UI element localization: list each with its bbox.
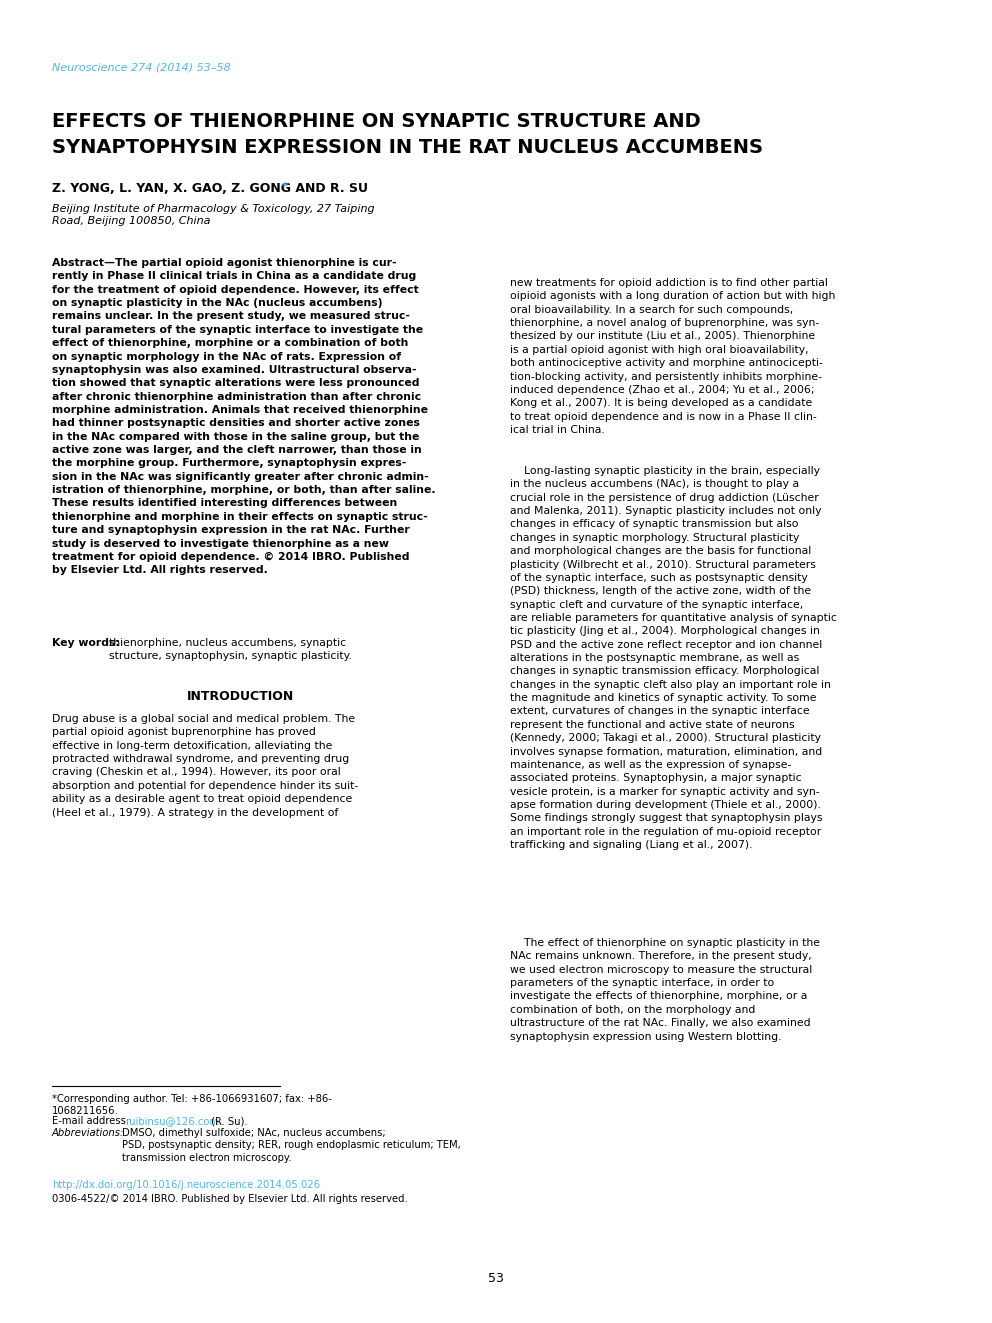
Text: E-mail address:: E-mail address:: [52, 1117, 132, 1126]
Text: Neuroscience 274 (2014) 53–58: Neuroscience 274 (2014) 53–58: [52, 62, 231, 71]
Text: Z. YONG, L. YAN, X. GAO, Z. GONG AND R. SU: Z. YONG, L. YAN, X. GAO, Z. GONG AND R. …: [52, 183, 372, 194]
Text: INTRODUCTION: INTRODUCTION: [187, 691, 295, 703]
Text: http://dx.doi.org/10.1016/j.neuroscience.2014.05.026: http://dx.doi.org/10.1016/j.neuroscience…: [52, 1180, 320, 1189]
Text: (R. Su).: (R. Su).: [208, 1117, 248, 1126]
Text: *: *: [282, 183, 288, 192]
Text: 0306-4522/© 2014 IBRO. Published by Elsevier Ltd. All rights reserved.: 0306-4522/© 2014 IBRO. Published by Else…: [52, 1193, 408, 1204]
Text: The effect of thienorphine on synaptic plasticity in the
NAc remains unknown. Th: The effect of thienorphine on synaptic p…: [510, 938, 820, 1041]
Text: 53: 53: [488, 1271, 504, 1285]
Text: Road, Beijing 100850, China: Road, Beijing 100850, China: [52, 216, 210, 226]
Text: thienorphine, nucleus accumbens, synaptic
structure, synaptophysin, synaptic pla: thienorphine, nucleus accumbens, synapti…: [109, 638, 352, 662]
Text: new treatments for opioid addiction is to find other partial
oipioid agonists wi: new treatments for opioid addiction is t…: [510, 278, 835, 435]
Text: Long-lasting synaptic plasticity in the brain, especially
in the nucleus accumbe: Long-lasting synaptic plasticity in the …: [510, 466, 837, 851]
Text: Abstract—The partial opioid agonist thienorphine is cur-
rently in Phase II clin: Abstract—The partial opioid agonist thie…: [52, 258, 435, 576]
Text: Drug abuse is a global social and medical problem. The
partial opioid agonist bu: Drug abuse is a global social and medica…: [52, 714, 358, 818]
Text: DMSO, dimethyl sulfoxide; NAc, nucleus accumbens;
PSD, postsynaptic density; RER: DMSO, dimethyl sulfoxide; NAc, nucleus a…: [122, 1129, 460, 1163]
Text: ruibinsu@126.com: ruibinsu@126.com: [125, 1117, 219, 1126]
Text: Key words:: Key words:: [52, 638, 124, 648]
Text: Beijing Institute of Pharmacology & Toxicology, 27 Taiping: Beijing Institute of Pharmacology & Toxi…: [52, 204, 375, 214]
Text: Abbreviations:: Abbreviations:: [52, 1129, 128, 1138]
Text: *Corresponding author. Tel: +86-1066931607; fax: +86-
1068211656.: *Corresponding author. Tel: +86-10669316…: [52, 1094, 332, 1117]
Text: EFFECTS OF THIENORPHINE ON SYNAPTIC STRUCTURE AND: EFFECTS OF THIENORPHINE ON SYNAPTIC STRU…: [52, 112, 700, 131]
Text: SYNAPTOPHYSIN EXPRESSION IN THE RAT NUCLEUS ACCUMBENS: SYNAPTOPHYSIN EXPRESSION IN THE RAT NUCL…: [52, 138, 763, 157]
